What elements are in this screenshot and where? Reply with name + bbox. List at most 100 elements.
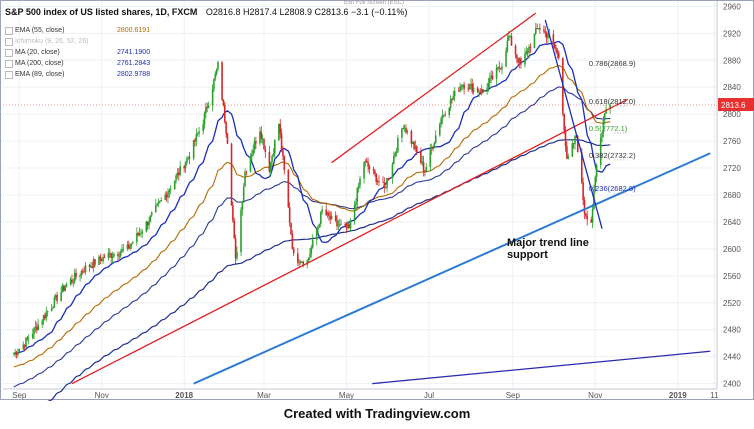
legend-ichimoku[interactable]: Ichimoku (9, 26, 52, 26) — [5, 36, 150, 47]
candle-body — [472, 87, 475, 93]
candle-body — [605, 109, 607, 114]
x-tick-label: 2019 — [669, 391, 687, 400]
candle-body — [315, 229, 318, 240]
exit-fullscreen-link[interactable]: Exit Full Screen (ESC) — [344, 0, 405, 6]
candle-body — [176, 172, 179, 176]
decline-line — [544, 19, 603, 229]
legend-ma200[interactable]: MA (200, close) 2761.2843 — [5, 58, 150, 69]
candle-body — [141, 231, 144, 234]
candle-body — [100, 259, 103, 262]
price-chart[interactable]: 2400 2440 2480 2520 2560 2600 2640 2680 2720 2760… — [1, 1, 754, 401]
candle-body — [137, 233, 140, 235]
candle-body — [564, 130, 567, 147]
candle-body — [54, 295, 57, 298]
candle-body — [269, 161, 272, 172]
y-tick-label: 2920 — [723, 29, 741, 38]
legend-ema89[interactable]: EMA (89, close) 2802.9788 — [5, 69, 150, 80]
chart-panel[interactable]: 2400 2440 2480 2520 2560 2600 2640 2680 2720 2760… — [0, 0, 754, 401]
channel-lower-line — [71, 98, 629, 385]
candle-body — [127, 244, 130, 249]
candle-body — [489, 78, 491, 83]
legend-ma20[interactable]: MA (20, close) 2741.1900 — [5, 47, 150, 58]
candle-body — [572, 143, 575, 145]
candle-body — [88, 265, 91, 267]
visibility-icon[interactable] — [5, 70, 13, 79]
candle-body — [363, 162, 365, 179]
candle-body — [491, 75, 494, 79]
candle-body — [167, 192, 169, 198]
candle-body — [401, 128, 403, 138]
candle-body — [225, 121, 227, 134]
x-tick-label: May — [339, 391, 354, 400]
candle-body — [26, 337, 29, 339]
candle-body — [582, 182, 584, 201]
candle-body — [382, 181, 384, 183]
candle-body — [357, 185, 360, 188]
candle-body — [441, 115, 444, 119]
candle-body — [499, 68, 502, 70]
candle-body — [84, 265, 87, 273]
candle-body — [41, 321, 44, 325]
candle-body — [25, 337, 27, 348]
visibility-icon[interactable] — [5, 26, 13, 35]
fib-label: 0.618(2812.0) — [589, 97, 636, 106]
candle-body — [429, 149, 432, 168]
candle-body — [430, 147, 433, 150]
candle-body — [136, 233, 138, 243]
candle-body — [510, 36, 513, 46]
candle-body — [543, 29, 545, 32]
candle-body — [403, 127, 406, 129]
candle-body — [459, 86, 461, 92]
x-tick-label: 2018 — [175, 391, 193, 400]
candle-body — [272, 153, 275, 157]
candle-body — [566, 146, 568, 159]
candle-body — [479, 91, 482, 94]
candle-body — [590, 219, 593, 223]
candle-body — [186, 158, 188, 163]
candle-body — [271, 156, 273, 162]
candle-body — [150, 212, 153, 216]
candle-body — [242, 186, 245, 202]
candle-body — [601, 132, 603, 138]
candle-body — [498, 66, 501, 69]
candle-body — [580, 152, 583, 183]
candle-body — [394, 153, 396, 157]
legend-name: EMA (55, close) — [15, 27, 65, 34]
visibility-icon[interactable] — [5, 48, 13, 57]
candle-body — [302, 261, 305, 265]
long-trend-line — [372, 350, 711, 385]
x-tick-label: Nov — [588, 391, 602, 400]
legend-ema55[interactable]: EMA (55, close) 2800.6191 — [5, 25, 150, 36]
candle-body — [414, 146, 417, 150]
candle-body — [288, 207, 291, 223]
candle-body — [164, 194, 167, 200]
candle-body — [196, 133, 199, 135]
visibility-icon[interactable] — [5, 59, 13, 68]
candle-body — [364, 160, 367, 163]
y-tick-label: 2480 — [723, 326, 741, 335]
x-tick-label: 11 — [710, 391, 719, 400]
candle-body — [31, 333, 34, 339]
candle-body — [268, 151, 271, 172]
candle-body — [65, 284, 68, 287]
candle-body — [37, 324, 39, 331]
candle-body — [291, 234, 294, 249]
candle-body — [13, 354, 15, 355]
candle-body — [261, 138, 264, 140]
annotation-line-2: support — [507, 249, 548, 261]
ma200-line — [47, 139, 611, 401]
candle-body — [526, 51, 529, 53]
candle-body — [552, 34, 555, 44]
fib-label: 0.382(2732.2) — [589, 151, 636, 160]
candle-body — [440, 118, 442, 125]
y-tick-label: 2520 — [723, 299, 741, 308]
candle-body — [33, 327, 35, 334]
candle-body — [539, 28, 541, 30]
visibility-icon[interactable] — [5, 37, 13, 46]
candle-body — [457, 90, 460, 92]
candle-body — [14, 352, 16, 355]
candle-body — [241, 201, 244, 211]
candle-body — [507, 36, 510, 41]
candle-body — [386, 177, 388, 188]
candle-body — [215, 69, 218, 74]
